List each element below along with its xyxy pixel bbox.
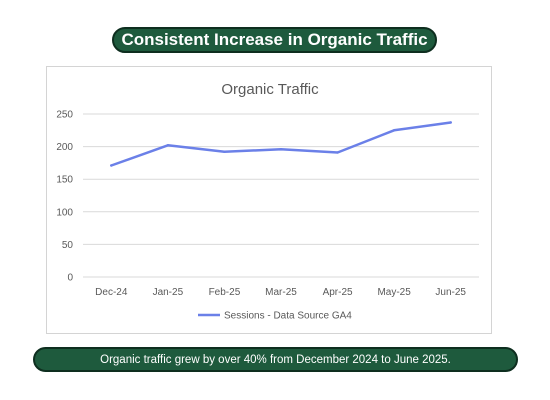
page-title: Consistent Increase in Organic Traffic — [112, 27, 437, 53]
y-tick-label: 150 — [56, 175, 73, 186]
chart-panel: Organic Traffic 0 50 100 150 200 250 Dec-24 Jan-… — [46, 66, 492, 334]
data-point — [223, 150, 226, 154]
x-tick-label: Dec-24 — [95, 287, 128, 298]
data-point — [110, 164, 113, 167]
data-point — [336, 151, 339, 154]
data-point — [279, 148, 283, 151]
y-tick-label: 0 — [67, 273, 73, 284]
x-tick-label: Apr-25 — [323, 287, 353, 298]
x-tick-label: Jan-25 — [153, 287, 184, 298]
y-tick-label: 100 — [56, 207, 73, 218]
y-tick-label: 200 — [56, 142, 73, 153]
x-tick-label: Jun-25 — [435, 287, 466, 298]
data-point — [449, 121, 452, 124]
line-chart: Organic Traffic 0 50 100 150 200 250 Dec-24 Jan-… — [56, 81, 479, 322]
y-tick-label: 50 — [62, 240, 74, 251]
data-point — [392, 129, 396, 132]
x-tick-label: Mar-25 — [265, 287, 297, 298]
data-point — [166, 144, 170, 147]
y-tick-label: 250 — [56, 110, 73, 121]
chart-title: Organic Traffic — [221, 81, 319, 98]
series-line — [110, 121, 452, 167]
x-tick-label: May-25 — [377, 287, 411, 298]
x-tick-label: Feb-25 — [209, 287, 241, 298]
legend-label: Sessions - Data Source GA4 — [224, 311, 352, 322]
summary-banner: Organic traffic grew by over 40% from De… — [33, 347, 518, 372]
